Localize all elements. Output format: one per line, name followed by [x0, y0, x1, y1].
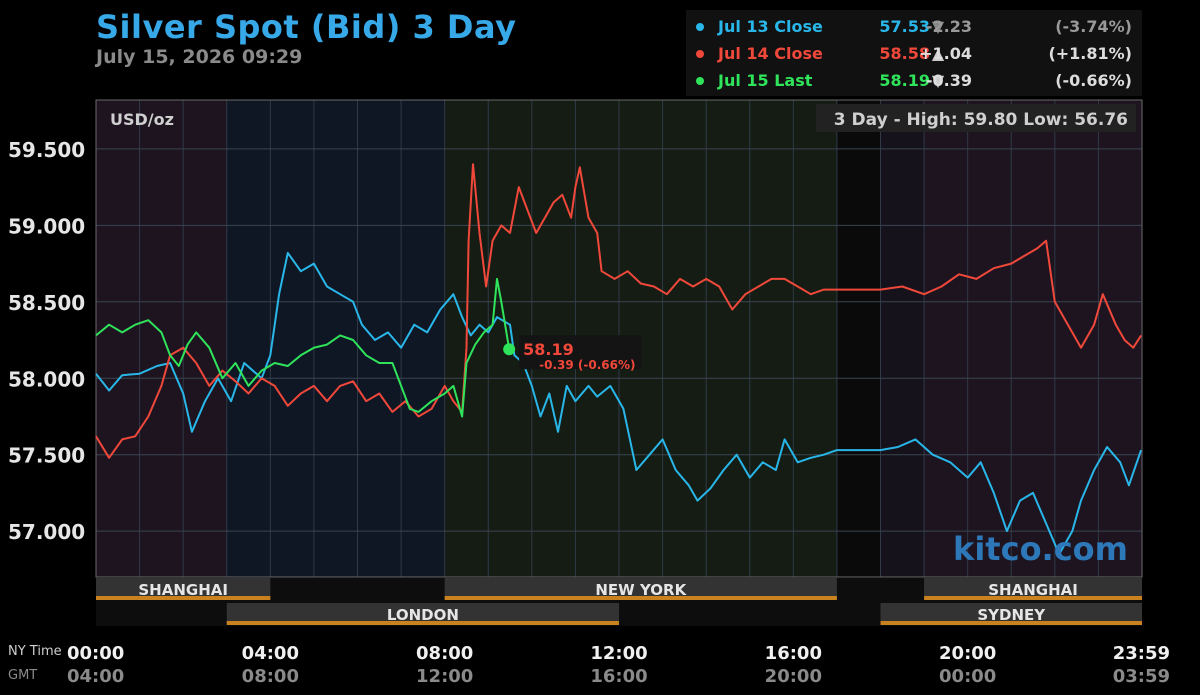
chart-timestamp: July 15, 2026 09:29	[96, 46, 303, 68]
legend-change: -2.23	[925, 17, 972, 36]
session-block	[924, 578, 1142, 600]
legend-series-name: Jul 14 Close	[718, 44, 823, 63]
x-tick-label-ny: 08:00	[416, 643, 473, 664]
session-shade	[880, 100, 925, 577]
series-line-jul-14-close	[95, 163, 1142, 459]
session-shade	[96, 100, 227, 577]
high-low-box	[816, 104, 1136, 132]
legend-dot-icon	[696, 50, 704, 58]
y-tick-label: 58.000	[8, 367, 85, 391]
legend-row-jul15: Jul 15 Last 58.19 ▼ -0.39 (-0.66%)	[686, 68, 1142, 94]
high-low-label: 3 Day - High: 59.80 Low: 56.76	[834, 110, 1128, 130]
session-shade	[836, 100, 881, 577]
current-change-label: -0.39 (-0.66%)	[539, 358, 635, 372]
current-point-marker	[503, 343, 516, 356]
session-label: SHANGHAI	[138, 581, 228, 599]
y-tick-label: 59.500	[8, 138, 85, 162]
session-label: LONDON	[387, 606, 459, 624]
legend-series-name: Jul 13 Close	[718, 17, 823, 36]
chart-title: Silver Spot (Bid) 3 Day	[96, 8, 517, 46]
legend-change: +1.04	[919, 44, 972, 63]
x-tick-label-ny: 23:59	[1113, 643, 1170, 664]
ny-time-label: NY Time	[8, 644, 62, 659]
legend-percent: (-3.74%)	[1055, 17, 1132, 36]
down-arrow-icon: ▼	[931, 71, 945, 90]
session-underline	[880, 621, 1142, 625]
x-tick-label-ny: 12:00	[590, 643, 647, 664]
series-line-jul-13-close	[95, 251, 1143, 556]
down-arrow-icon: ▼	[931, 17, 945, 36]
x-tick-label-ny: 16:00	[765, 643, 822, 664]
x-tick-label-gmt: 12:00	[416, 666, 473, 687]
x-tick-label-gmt: 03:59	[1113, 666, 1170, 687]
session-label: SYDNEY	[977, 606, 1046, 624]
session-underline	[226, 621, 619, 625]
x-tick-label-gmt: 00:00	[939, 666, 996, 687]
legend-dot-icon	[696, 77, 704, 85]
gmt-label: GMT	[8, 668, 37, 683]
session-underline	[924, 596, 1142, 600]
session-block	[226, 603, 619, 625]
watermark: kitco.com	[953, 530, 1128, 568]
legend-dot-icon	[696, 23, 704, 31]
session-block	[96, 578, 271, 600]
up-arrow-icon: ▲	[931, 44, 945, 63]
legend-row-jul13: Jul 13 Close 57.53 ▼ -2.23 (-3.74%)	[686, 14, 1142, 40]
session-label: SHANGHAI	[988, 581, 1078, 599]
price-legend: Jul 13 Close 57.53 ▼ -2.23 (-3.74%) Jul …	[686, 10, 1142, 96]
current-price-box	[519, 335, 642, 370]
x-tick-label-gmt: 08:00	[242, 666, 299, 687]
session-block	[444, 578, 837, 600]
session-label: NEW YORK	[595, 581, 687, 599]
session-underline	[96, 596, 271, 600]
legend-change: -0.39	[925, 71, 972, 90]
session-underline	[444, 596, 837, 600]
x-tick-label-ny: 20:00	[939, 643, 996, 664]
y-tick-label: 57.500	[8, 444, 85, 468]
plot-border	[95, 99, 1143, 578]
x-tick-label-gmt: 04:00	[67, 666, 124, 687]
legend-row-jul14: Jul 14 Close 58.58 ▲ +1.04 (+1.81%)	[686, 41, 1142, 67]
legend-percent: (-0.66%)	[1055, 71, 1132, 90]
y-tick-label: 57.000	[8, 520, 85, 544]
x-tick-label-gmt: 16:00	[590, 666, 647, 687]
x-tick-label-ny: 00:00	[67, 643, 124, 664]
y-tick-label: 58.500	[8, 291, 85, 315]
y-tick-label: 59.000	[8, 214, 85, 238]
x-tick-label-ny: 04:00	[242, 643, 299, 664]
session-block	[880, 603, 1142, 625]
series-line-jul-15-last	[95, 277, 511, 418]
legend-price: 58.19	[879, 71, 930, 90]
x-tick-label-gmt: 20:00	[765, 666, 822, 687]
current-price-label: 58.19	[523, 340, 574, 359]
unit-label: USD/oz	[110, 110, 174, 129]
legend-price: 57.53	[879, 17, 930, 36]
legend-series-name: Jul 15 Last	[718, 71, 813, 90]
legend-percent: (+1.81%)	[1048, 44, 1132, 63]
session-shade	[924, 100, 1142, 577]
legend-price: 58.58	[879, 44, 930, 63]
